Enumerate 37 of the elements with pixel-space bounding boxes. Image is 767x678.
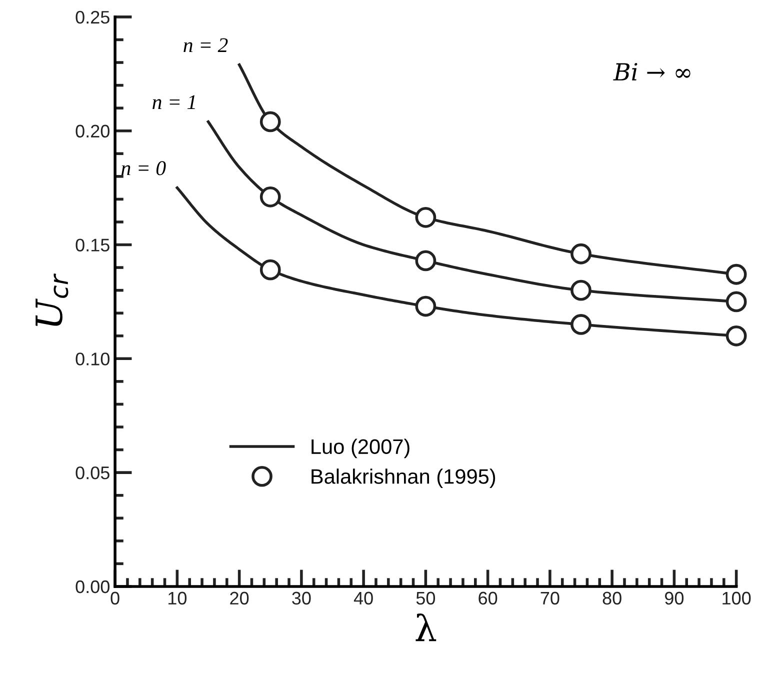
- annotation: n = 2: [184, 38, 228, 52]
- point: [726, 291, 747, 312]
- x-axis-title: λ: [416, 614, 436, 642]
- point: [726, 325, 747, 346]
- point: [570, 314, 592, 335]
- y-tick-label: 0.20: [76, 124, 110, 138]
- y-tick-label: 0.10: [76, 352, 110, 366]
- point: [726, 264, 747, 285]
- annotation: n = 1: [152, 95, 195, 109]
- x-tick-label: 100: [722, 592, 751, 605]
- point: [570, 280, 592, 301]
- x-tick-label: 50: [416, 592, 436, 605]
- point: [260, 111, 281, 132]
- y-axis-title: U$_{cr}$: [36, 273, 68, 326]
- y-tick-label: 0.00: [76, 580, 110, 594]
- point: [570, 243, 592, 264]
- annotation: n = 0: [122, 161, 166, 176]
- point: [260, 259, 281, 280]
- x-tick-label: 40: [354, 592, 373, 605]
- x-tick-label: 70: [540, 592, 560, 605]
- x-tick-label: 10: [168, 592, 187, 605]
- annotation: Bi → ∞: [613, 63, 690, 80]
- x-tick-label: 80: [602, 592, 622, 605]
- y-tick-label: 0.05: [76, 466, 110, 480]
- x-tick-label: 90: [665, 592, 684, 605]
- y-tick-label: 0.25: [76, 10, 110, 24]
- point: [415, 250, 436, 272]
- point: [415, 296, 436, 317]
- y-tick-label: 0.15: [76, 238, 110, 252]
- legend-label: Balakrishnan (1995): [312, 468, 496, 488]
- x-tick-label: 30: [292, 592, 311, 605]
- x-tick-label: 20: [230, 592, 249, 605]
- point: [260, 186, 281, 208]
- x-tick-label: 0: [110, 592, 120, 605]
- legend-label: Luo (2007): [312, 438, 410, 458]
- x-tick-label: 60: [478, 592, 498, 605]
- point: [415, 206, 436, 228]
